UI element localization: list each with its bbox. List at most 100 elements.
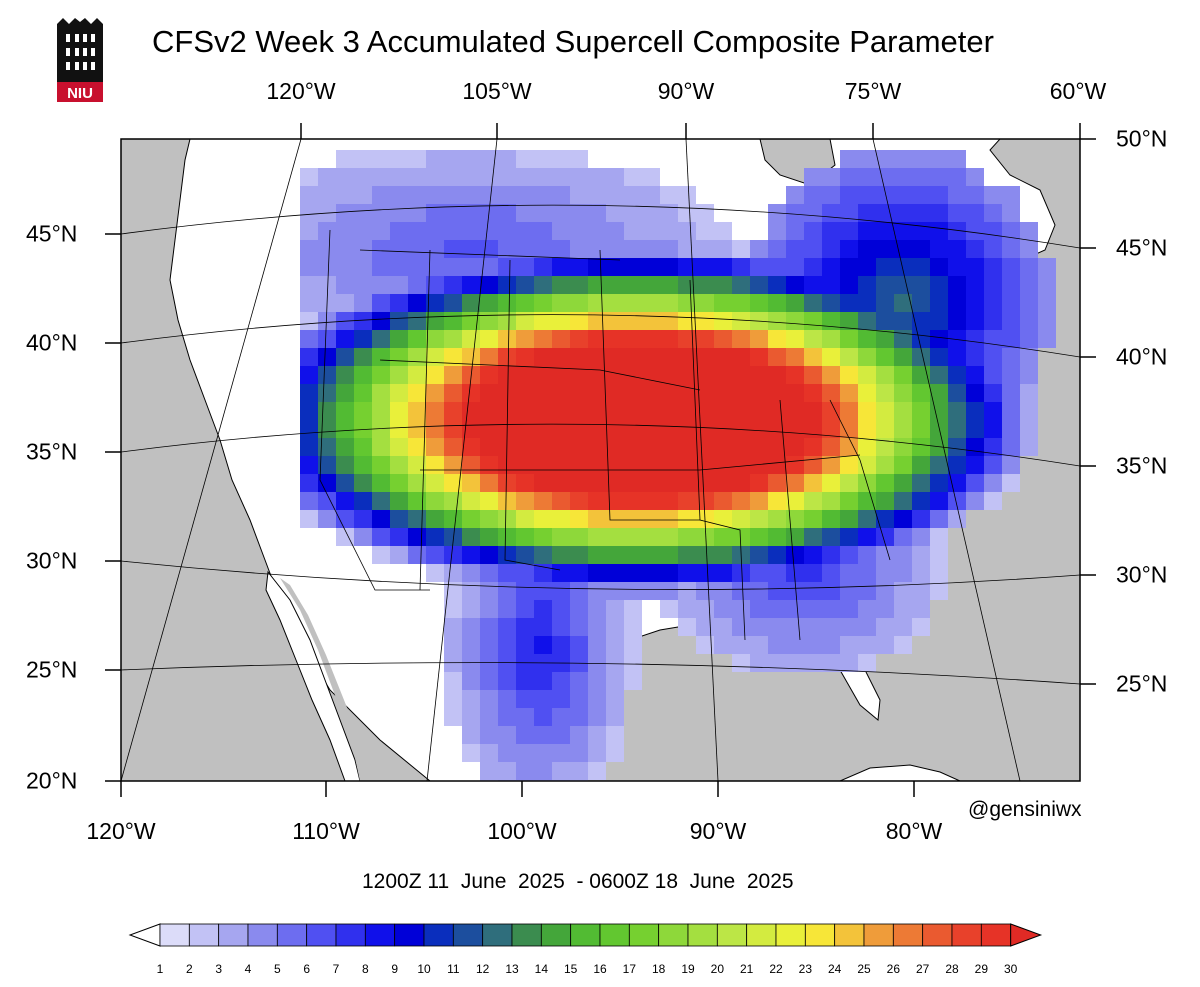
scp-cell [858,258,876,276]
scp-cell [354,150,372,168]
scp-cell [750,420,768,438]
scp-cell [642,384,660,402]
scp-cell [498,366,516,384]
scp-cell [462,222,480,240]
scp-cell [498,510,516,528]
scp-cell [714,276,732,294]
scp-cell [750,348,768,366]
scp-cell [570,348,588,366]
colorbar-swatch [394,923,425,947]
scp-cell [534,762,552,780]
scp-cell [516,312,534,330]
scp-cell [912,582,930,600]
scp-cell [750,582,768,600]
scp-cell [408,312,426,330]
colorbar-swatch [804,923,836,947]
scp-cell [480,402,498,420]
scp-cell [606,204,624,222]
scp-cell [894,600,912,618]
scp-cell [606,708,624,726]
scp-cell [768,510,786,528]
scp-cell [588,546,606,564]
scp-cell [318,348,336,366]
scp-cell [624,528,642,546]
scp-cell [930,348,948,366]
scp-cell [786,348,804,366]
scp-cell [426,546,444,564]
scp-cell [318,168,336,186]
scp-cell [354,348,372,366]
scp-cell [786,492,804,510]
scp-cell [966,330,984,348]
scp-cell [570,312,588,330]
scp-cell [516,222,534,240]
scp-cell [354,294,372,312]
scp-cell [858,636,876,654]
scp-cell [786,402,804,420]
scp-cell [570,762,588,780]
scp-cell [390,366,408,384]
scp-cell [354,258,372,276]
scp-cell [588,762,606,780]
scp-cell [372,366,390,384]
scp-cell [516,276,534,294]
scp-cell [948,168,966,186]
scp-cell [480,690,498,708]
scp-cell [570,294,588,312]
scp-cell [660,222,678,240]
scp-cell [822,564,840,582]
scp-cell [678,258,696,276]
scp-cell [588,204,606,222]
scp-cell [642,240,660,258]
scp-cell [660,348,678,366]
scp-cell [912,510,930,528]
scp-cell [642,276,660,294]
scp-cell [336,150,354,168]
scp-cell [894,492,912,510]
scp-cell [894,420,912,438]
scp-cell [372,312,390,330]
scp-cell [606,474,624,492]
scp-cell [840,618,858,636]
scp-cell [732,600,750,618]
scp-cell [552,492,570,510]
scp-cell [570,690,588,708]
scp-cell [678,618,696,636]
scp-cell [786,240,804,258]
scp-cell [948,402,966,420]
scp-cell [372,204,390,222]
scp-cell [642,546,660,564]
scp-cell [318,330,336,348]
scp-cell [462,150,480,168]
scp-cell [768,456,786,474]
scp-cell [930,510,948,528]
scp-cell [984,240,1002,258]
colorbar-tick-label: 21 [739,962,754,976]
scp-cell [768,474,786,492]
scp-cell [660,258,678,276]
scp-cell [462,510,480,528]
scp-cell [714,240,732,258]
scp-cell [534,672,552,690]
scp-cell [570,402,588,420]
scp-cell [516,510,534,528]
scp-cell [480,636,498,654]
scp-cell [948,330,966,348]
scp-cell [498,258,516,276]
scp-cell [534,186,552,204]
scp-cell [426,474,444,492]
scp-cell [930,222,948,240]
scp-cell [480,726,498,744]
colorbar-swatch [218,923,249,947]
scp-cell [804,384,822,402]
scp-cell [462,294,480,312]
scp-cell [930,384,948,402]
scp-cell [534,474,552,492]
scp-cell [840,600,858,618]
scp-cell [570,258,588,276]
scp-cell [354,186,372,204]
scp-cell [894,240,912,258]
colorbar-tick-label: 20 [710,962,725,976]
scp-cell [822,276,840,294]
